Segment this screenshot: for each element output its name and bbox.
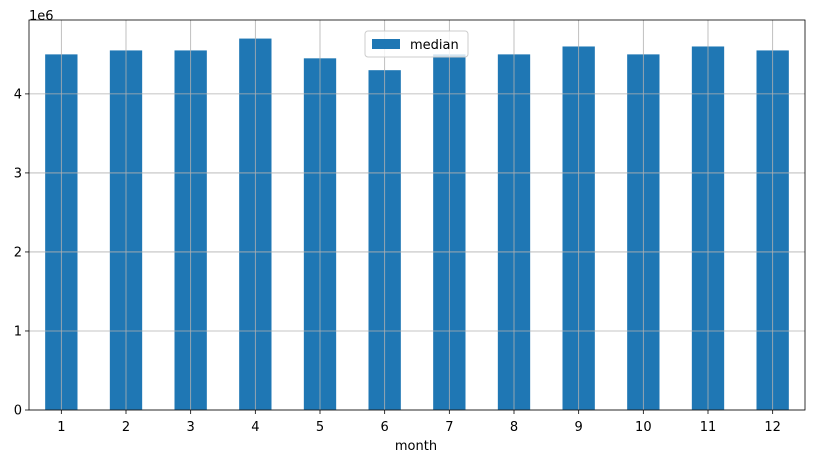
y-tick-label: 0 xyxy=(14,404,22,419)
x-axis-label: month xyxy=(395,439,437,454)
x-tick-label: 9 xyxy=(575,420,583,435)
x-tick-label: 7 xyxy=(445,420,453,435)
grid-lines xyxy=(29,20,805,411)
y-tick-label: 2 xyxy=(14,245,22,260)
x-tick-label: 5 xyxy=(316,420,324,435)
x-tick-label: 6 xyxy=(381,420,389,435)
x-tick-label: 10 xyxy=(635,420,652,435)
plot-frame xyxy=(28,19,806,411)
x-tick-label: 2 xyxy=(122,420,130,435)
x-tick-label: 3 xyxy=(187,420,195,435)
x-tick-label: 4 xyxy=(251,420,259,435)
x-tick-label: 1 xyxy=(57,420,65,435)
y-tick-label: 4 xyxy=(14,87,22,102)
legend-swatch-median xyxy=(372,39,400,49)
y-tick-label: 1 xyxy=(14,324,22,339)
x-tick-label: 11 xyxy=(700,420,717,435)
y-tick-label: 3 xyxy=(14,166,22,181)
legend-frame xyxy=(364,30,469,58)
y-axis-scale-label: 1e6 xyxy=(29,9,54,24)
x-tick-label: 12 xyxy=(764,420,781,435)
legend-label-median: median xyxy=(410,38,459,53)
x-tick-label: 8 xyxy=(510,420,518,435)
legend: median xyxy=(364,30,469,58)
